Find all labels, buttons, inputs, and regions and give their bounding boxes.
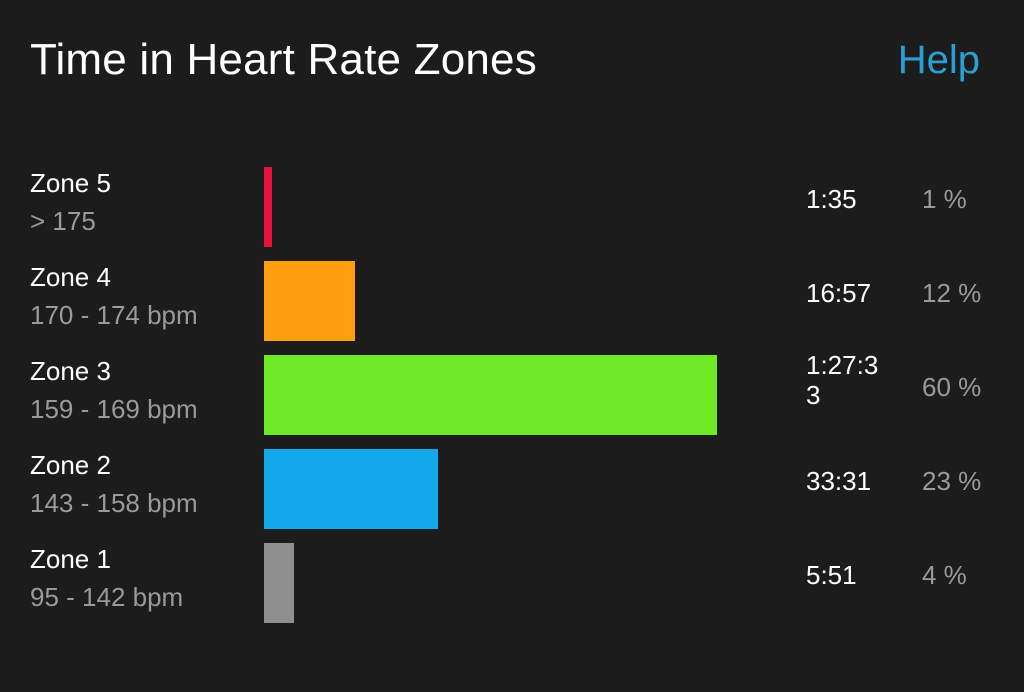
zone-range: 95 - 142 bpm bbox=[30, 582, 184, 612]
zone-name: Zone 2 bbox=[30, 450, 111, 480]
zone-time: 16:57 bbox=[806, 278, 872, 308]
zone-row-3: Zone 3 159 - 169 bpm 1:27:33 60 % bbox=[0, 348, 1024, 442]
zone-range: 159 - 169 bpm bbox=[30, 394, 198, 424]
zone-range: 143 - 158 bpm bbox=[30, 488, 198, 518]
zone-name: Zone 5 bbox=[30, 168, 111, 198]
zone-bar bbox=[264, 543, 294, 623]
zone-time: 1:27:33 bbox=[806, 350, 879, 410]
zone-row-1: Zone 1 95 - 142 bpm 5:51 4 % bbox=[0, 536, 1024, 630]
page-title: Time in Heart Rate Zones bbox=[30, 35, 537, 84]
help-link[interactable]: Help bbox=[897, 38, 980, 82]
zone-name: Zone 4 bbox=[30, 262, 111, 292]
zone-row-2: Zone 2 143 - 158 bpm 33:31 23 % bbox=[0, 442, 1024, 536]
zone-percent: 60 % bbox=[922, 372, 982, 402]
zone-bar bbox=[264, 355, 717, 435]
zone-percent: 4 % bbox=[922, 560, 967, 590]
zone-percent: 1 % bbox=[922, 184, 967, 214]
zone-time: 1:35 bbox=[806, 184, 857, 214]
zone-time: 33:31 bbox=[806, 466, 872, 496]
zone-name: Zone 3 bbox=[30, 356, 111, 386]
zone-range: 170 - 174 bpm bbox=[30, 300, 198, 330]
zone-row-4: Zone 4 170 - 174 bpm 16:57 12 % bbox=[0, 254, 1024, 348]
zone-name: Zone 1 bbox=[30, 544, 111, 574]
zone-row-5: Zone 5 > 175 1:35 1 % bbox=[0, 160, 1024, 254]
zone-bar bbox=[264, 449, 438, 529]
zone-bar bbox=[264, 167, 272, 247]
zone-percent: 23 % bbox=[922, 466, 982, 496]
zone-bar bbox=[264, 261, 355, 341]
zone-range: > 175 bbox=[30, 206, 96, 236]
zone-percent: 12 % bbox=[922, 278, 982, 308]
zone-time: 5:51 bbox=[806, 560, 857, 590]
